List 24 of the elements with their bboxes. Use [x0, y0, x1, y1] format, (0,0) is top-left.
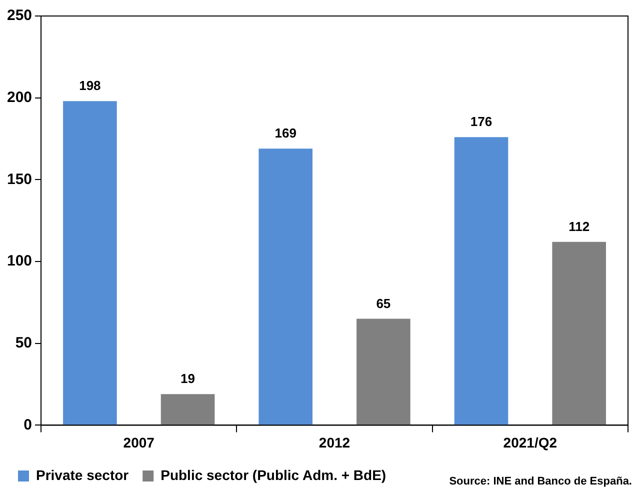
bar	[160, 394, 215, 425]
bar	[552, 242, 606, 425]
y-tick-label: 0	[24, 416, 32, 434]
y-tick-label: 200	[6, 88, 32, 106]
x-tick-label: 2012	[318, 434, 350, 450]
x-tick-label: 2007	[123, 434, 155, 450]
y-tick-label: 150	[6, 170, 32, 188]
source-note: Source: INE and Banco de España.	[449, 476, 632, 488]
y-tick-label: 50	[15, 334, 32, 352]
data-label: 65	[376, 296, 391, 311]
data-label: 169	[274, 126, 296, 141]
y-tick-label: 100	[6, 252, 32, 270]
bar	[356, 318, 410, 425]
bar	[63, 101, 117, 425]
data-label: 112	[568, 218, 590, 234]
x-tick-label: 2021/Q2	[503, 434, 558, 450]
y-tick-label: 250	[6, 7, 32, 24]
legend-label: Private sector	[36, 466, 130, 483]
bar	[454, 137, 508, 425]
data-label: 198	[79, 78, 101, 94]
bar	[258, 148, 312, 425]
data-label: 19	[180, 371, 196, 386]
legend-label: Public sector (Public Adm. + BdE)	[160, 466, 386, 483]
data-label: 176	[470, 114, 492, 130]
